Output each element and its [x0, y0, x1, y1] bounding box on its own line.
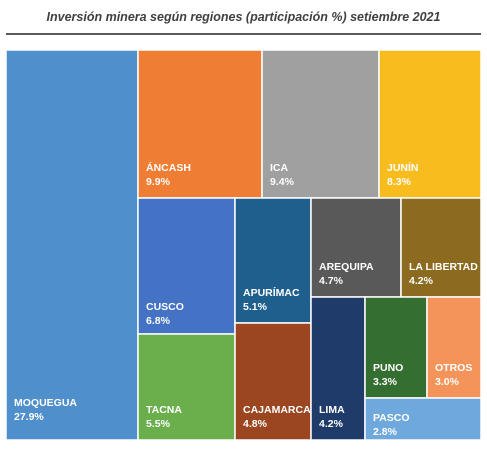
tile-name-moquegua: MOQUEGUA — [14, 397, 77, 409]
tile-value-pasco: 2.8% — [373, 426, 398, 438]
tile-junin: JUNÍN 8.3% — [378, 49, 482, 199]
tile-rect-lima — [310, 296, 366, 441]
tile-value-arequipa: 4.7% — [319, 275, 344, 287]
tile-la-libertad: LA LIBERTAD 4.2% — [400, 197, 482, 298]
tile-rect-moquegua — [5, 49, 139, 441]
tile-rect-ica — [261, 49, 380, 199]
tile-name-ancash: ÁNCASH — [146, 161, 191, 174]
chart-title: Inversión minera según regiones (partici… — [46, 10, 441, 24]
tile-ica: ICA 9.4% — [261, 49, 380, 199]
tile-cajamarca: CAJAMARCA 4.8% — [234, 322, 312, 441]
tile-value-ancash: 9.9% — [146, 176, 171, 188]
tile-value-otros: 3.0% — [435, 376, 460, 388]
tile-name-pasco: PASCO — [373, 412, 410, 424]
tile-rect-apurimac — [234, 197, 312, 324]
tile-ancash: ÁNCASH 9.9% — [137, 49, 263, 199]
tile-name-arequipa: AREQUIPA — [319, 261, 374, 273]
tile-value-cusco: 6.8% — [146, 315, 171, 327]
tile-value-la-libertad: 4.2% — [409, 275, 434, 287]
tile-name-cusco: CUSCO — [146, 301, 184, 313]
tile-arequipa: AREQUIPA 4.7% — [310, 197, 402, 298]
tile-rect-la-libertad — [400, 197, 482, 298]
tile-value-apurimac: 5.1% — [243, 301, 268, 313]
tile-name-ica: ICA — [270, 162, 289, 174]
tile-rect-cusco — [137, 197, 236, 335]
tile-name-cajamarca: CAJAMARCA — [243, 404, 311, 416]
tile-rect-ancash — [137, 49, 263, 199]
tile-value-junin: 8.3% — [387, 176, 412, 188]
tile-name-lima: LIMA — [319, 404, 345, 416]
tile-lima: LIMA 4.2% — [310, 296, 366, 441]
tile-value-ica: 9.4% — [270, 176, 295, 188]
tile-name-la-libertad: LA LIBERTAD — [409, 261, 478, 273]
tile-name-junin: JUNÍN — [387, 161, 419, 174]
tile-moquegua: MOQUEGUA 27.9% — [5, 49, 139, 441]
tile-rect-otros — [426, 296, 482, 399]
tile-apurimac: APURÍMAC 5.1% — [234, 197, 312, 324]
tile-puno: PUNO 3.3% — [364, 296, 428, 399]
tile-pasco: PASCO 2.8% — [364, 397, 482, 441]
tile-value-cajamarca: 4.8% — [243, 418, 268, 430]
tile-rect-tacna — [137, 333, 236, 441]
tile-otros: OTROS 3.0% — [426, 296, 482, 399]
tile-value-moquegua: 27.9% — [14, 411, 44, 423]
tile-value-tacna: 5.5% — [146, 418, 171, 430]
tile-value-puno: 3.3% — [373, 376, 398, 388]
tile-name-puno: PUNO — [373, 362, 403, 374]
tile-name-tacna: TACNA — [146, 404, 182, 416]
tile-rect-cajamarca — [234, 322, 312, 441]
tile-rect-junin — [378, 49, 482, 199]
tile-name-otros: OTROS — [435, 362, 472, 374]
tile-rect-pasco — [364, 397, 482, 441]
tile-value-lima: 4.2% — [319, 418, 344, 430]
title-divider — [6, 33, 481, 35]
tile-tacna: TACNA 5.5% — [137, 333, 236, 441]
tile-name-apurimac: APURÍMAC — [243, 286, 300, 299]
tile-cusco: CUSCO 6.8% — [137, 197, 236, 335]
